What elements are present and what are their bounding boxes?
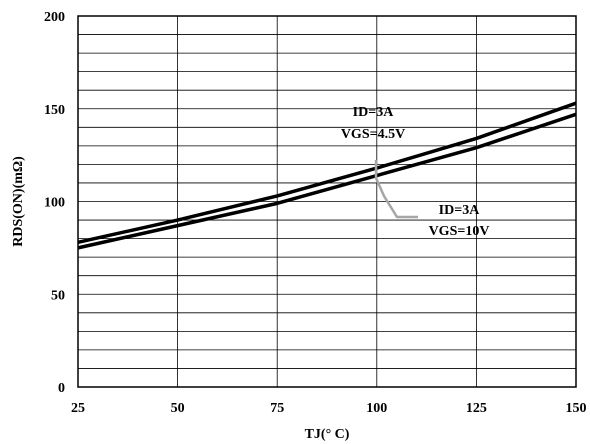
y-tick-label: 50 <box>51 288 65 303</box>
series-line <box>77 101 577 245</box>
x-tick-label: 125 <box>466 401 487 416</box>
annotations: ID=3A VGS=4.5V ID=3A VGS=10V <box>341 105 490 239</box>
series-group <box>77 101 577 250</box>
y-tick-label: 200 <box>44 10 65 25</box>
y-tick-label: 100 <box>44 196 65 211</box>
x-axis-label: TJ(° C) <box>305 427 350 442</box>
y-axis-label: RDS(ON)(mΩ) <box>11 156 26 247</box>
y-tick-label: 150 <box>44 103 65 118</box>
leader-line <box>374 160 418 219</box>
x-tick-label: 25 <box>71 401 85 416</box>
x-tick-label: 50 <box>171 401 185 416</box>
grid <box>77 15 577 388</box>
annotation-label: ID=3A <box>439 203 481 218</box>
plot-frame <box>77 15 577 388</box>
annotation-label: VGS=4.5V <box>341 127 405 142</box>
annotation-label: VGS=10V <box>429 224 490 239</box>
annotation-label: ID=3A <box>353 105 395 120</box>
series-line <box>77 112 577 250</box>
tick-labels: 25 50 75 100 125 150 0 50 100 150 200 <box>44 10 587 416</box>
x-tick-label: 150 <box>566 401 587 416</box>
x-tick-label: 75 <box>270 401 284 416</box>
y-tick-label: 0 <box>58 381 65 396</box>
x-tick-label: 100 <box>366 401 387 416</box>
